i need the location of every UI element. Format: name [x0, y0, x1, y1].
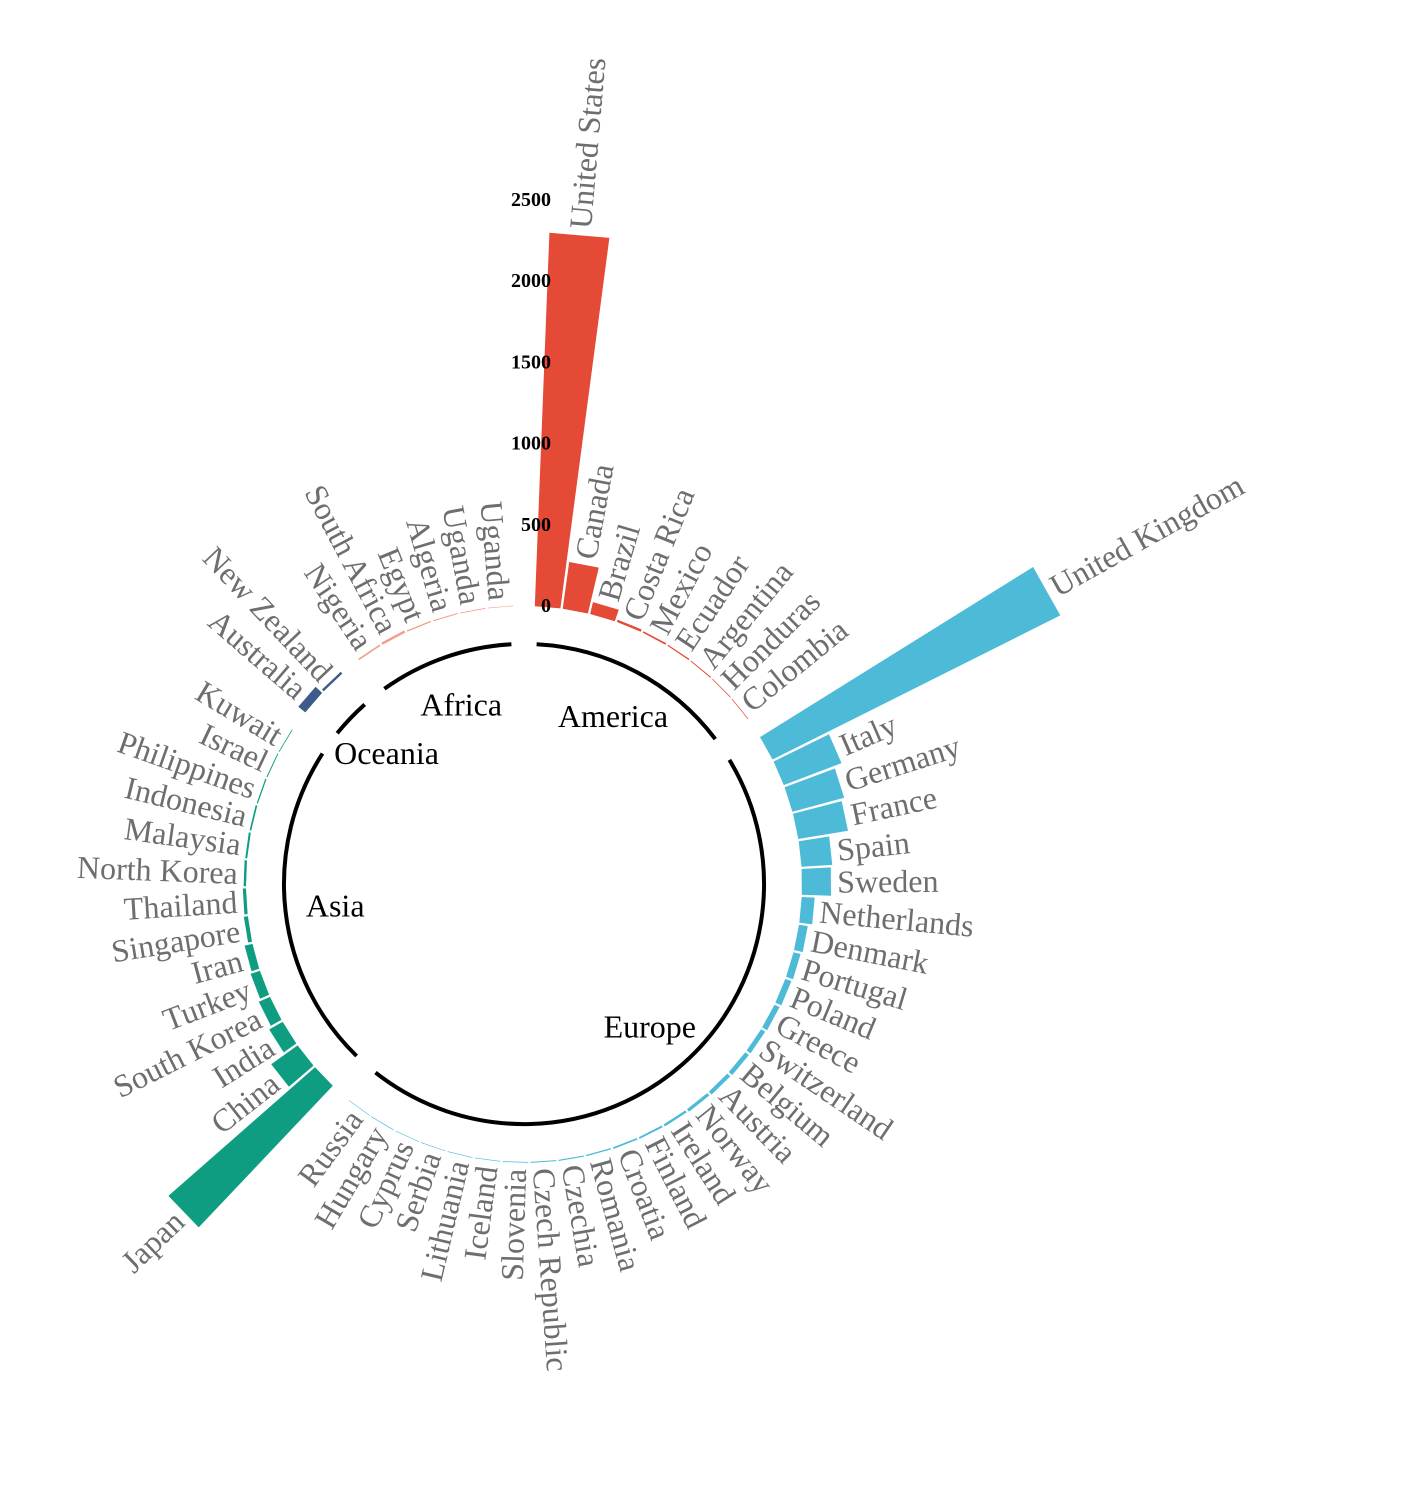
group-label-america: America — [558, 698, 668, 734]
bar-algeria-4-3 — [432, 613, 458, 622]
bar-malaysia-2-9 — [245, 832, 251, 859]
y-tick-2500: 2500 — [511, 189, 551, 211]
y-tick-1000: 1000 — [511, 433, 551, 455]
bar-denmark-1-7 — [794, 924, 808, 953]
bar-spain-1-4 — [798, 836, 833, 867]
bar-india-2-2 — [269, 1021, 297, 1053]
bar-new-zealand-3-1 — [321, 671, 343, 692]
bar-uganda-4-5 — [487, 605, 514, 609]
bar-austria-1-13 — [708, 1073, 731, 1095]
group-arc-africa — [383, 642, 512, 691]
bar-china-2-1 — [271, 1045, 314, 1087]
label-slovenia: Slovenia — [494, 1168, 533, 1281]
bar-netherlands-1-6 — [799, 897, 815, 925]
bar-brazil-0-2 — [590, 602, 619, 622]
group-label-asia: Asia — [306, 887, 365, 923]
label-uganda: Uganda — [473, 500, 517, 602]
group-label-africa: Africa — [420, 687, 502, 723]
bar-belgium-1-12 — [728, 1052, 749, 1076]
group-arc-asia — [281, 752, 358, 1058]
bar-norway-1-14 — [687, 1093, 710, 1112]
bar-canada-0-1 — [562, 562, 599, 614]
bar-ecuador-0-5 — [667, 644, 690, 661]
bar-south-africa-4-1 — [381, 630, 406, 645]
bar-serbia-1-24 — [421, 1142, 446, 1152]
bar-north-korea-2-8 — [243, 860, 247, 887]
label-united-states: United States — [562, 56, 612, 230]
bar-costa-rica-0-3 — [616, 619, 642, 632]
bar-australia — [298, 686, 323, 713]
bar-indonesia-2-10 — [249, 805, 258, 831]
bar-kuwait-2-13 — [278, 729, 293, 752]
bar-mexico-0-4 — [642, 631, 667, 645]
bar-japan — [168, 1067, 333, 1228]
bar-germany-1-2 — [784, 768, 845, 812]
bar-sweden-1-5 — [801, 867, 831, 896]
bar-nigeria — [358, 644, 381, 661]
bar-colombia-0-8 — [731, 698, 749, 720]
y-tick-0: 0 — [541, 595, 551, 617]
bar-ireland-1-15 — [663, 1110, 687, 1127]
bar-israel-2-12 — [266, 753, 279, 778]
bar-romania-1-18 — [585, 1148, 612, 1157]
label-north-korea: North Korea — [76, 849, 238, 891]
label-japan: Japan — [114, 1203, 191, 1279]
group-arc-america — [536, 642, 717, 741]
label-spain: Spain — [835, 824, 911, 868]
bar-hungary-1-26 — [371, 1116, 394, 1131]
group-arcs-layer: America Europe Asia Oceania Africa — [281, 642, 767, 1126]
bar-philippines-2-11 — [256, 778, 267, 804]
bar-cyprus-1-25 — [395, 1130, 420, 1142]
bar-thailand-2-7 — [242, 888, 248, 915]
group-label-europe: Europe — [604, 1008, 696, 1044]
label-thailand: Thailand — [123, 884, 239, 927]
bar-switzerland-1-11 — [746, 1029, 766, 1054]
bar-honduras-0-7 — [712, 678, 731, 698]
bars-layer — [168, 232, 1061, 1228]
bar-poland-1-9 — [775, 978, 792, 1006]
bar-italy-1-1 — [773, 734, 842, 786]
bar-argentina-0-6 — [690, 660, 712, 678]
bar-egypt-4-2 — [406, 620, 432, 632]
bar-portugal-1-8 — [786, 952, 801, 980]
bar-czech-republic-1-20 — [530, 1160, 557, 1163]
bar-russia-1-27 — [348, 1100, 370, 1116]
bar-lithuania-1-23 — [447, 1151, 473, 1158]
bar-iceland-1-22 — [474, 1157, 501, 1162]
y-tick-1500: 1500 — [511, 351, 551, 373]
bar-greece-1-10 — [762, 1004, 780, 1031]
y-axis-ticks: 0 500 1000 1500 2000 2500 — [511, 189, 551, 617]
bar-iran-2-5 — [244, 943, 260, 972]
bar-czechia-1-19 — [558, 1155, 584, 1161]
group-arc-oceania — [335, 703, 367, 735]
bar-france-1-3 — [793, 801, 848, 839]
bar-south-korea-2-3 — [258, 996, 282, 1026]
label-united-kingdom: United Kingdom — [1044, 467, 1250, 604]
bar-turkey-2-4 — [250, 970, 270, 999]
y-tick-2000: 2000 — [511, 270, 551, 292]
label-sweden: Sweden — [837, 863, 939, 900]
bar-croatia-1-17 — [612, 1138, 638, 1149]
group-label-oceania: Oceania — [334, 735, 439, 771]
bar-uganda-4-4 — [459, 607, 486, 614]
bar-slovenia-1-21 — [502, 1161, 529, 1163]
y-tick-500: 500 — [521, 514, 551, 536]
bar-united-states — [534, 232, 610, 609]
bar-finland-1-16 — [638, 1125, 663, 1139]
group-arc-europe — [374, 758, 767, 1126]
bar-united-kingdom — [760, 567, 1061, 760]
bar-singapore-2-6 — [243, 916, 252, 943]
